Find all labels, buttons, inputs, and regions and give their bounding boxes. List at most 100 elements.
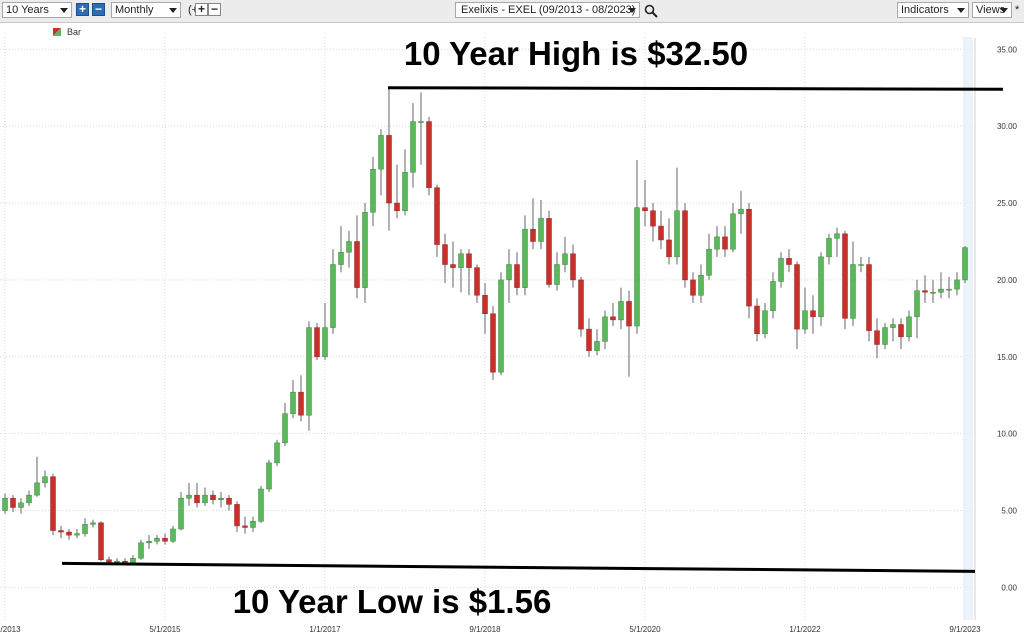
candle-body — [106, 559, 112, 563]
zoom-out-button[interactable]: − — [92, 3, 105, 16]
candle-body — [234, 504, 240, 527]
candle — [850, 241, 856, 327]
candle — [506, 249, 512, 303]
candle-body — [202, 494, 208, 504]
candle-body — [258, 488, 264, 522]
candle — [10, 495, 16, 513]
candle-body — [810, 310, 816, 318]
candle — [218, 492, 224, 508]
candle — [402, 149, 408, 216]
candle — [354, 215, 360, 299]
candle — [282, 402, 288, 446]
candle-body — [474, 267, 480, 296]
candle — [34, 456, 40, 497]
legend: Bar — [53, 27, 81, 37]
candle — [18, 498, 24, 514]
symbol-field[interactable]: Exelixis - EXEL (09/2013 - 08/2023) — [455, 2, 640, 18]
candle-body — [778, 258, 784, 282]
indicators-dropdown[interactable]: Indicators — [897, 2, 969, 18]
candle-body — [322, 327, 328, 358]
candle — [106, 556, 112, 564]
candle — [474, 264, 480, 303]
y-tick-label: 10.00 — [997, 430, 1018, 439]
candle — [586, 318, 592, 357]
candle — [762, 302, 768, 339]
candle — [898, 318, 904, 350]
legend-icon-up — [53, 28, 61, 36]
candle-body — [610, 316, 616, 321]
candle-body — [538, 218, 544, 242]
candle — [338, 226, 344, 273]
candle-body — [530, 228, 536, 242]
candle-body — [82, 524, 88, 534]
candle — [498, 272, 504, 376]
candle-body — [146, 541, 152, 544]
offset-minus-button[interactable]: − — [208, 3, 221, 16]
candle-body — [290, 391, 296, 414]
candle — [26, 490, 32, 506]
candle — [962, 246, 968, 283]
candle-body — [714, 236, 720, 250]
candle — [306, 321, 312, 431]
candle — [298, 375, 304, 422]
candle — [538, 199, 544, 250]
candle — [938, 272, 944, 299]
candle-body — [498, 279, 504, 373]
candle-body — [658, 225, 664, 241]
offset-plus-button[interactable]: + — [195, 3, 208, 16]
interval-dropdown[interactable]: Monthly — [111, 2, 181, 18]
candle — [42, 470, 48, 488]
candle-body — [418, 121, 424, 123]
candle-body — [226, 497, 232, 505]
zoom-in-button[interactable]: + — [76, 3, 89, 16]
candle-body — [842, 233, 848, 319]
candle — [2, 493, 8, 514]
candle-body — [458, 253, 464, 268]
candle — [706, 233, 712, 280]
candle — [450, 241, 456, 288]
candle-body — [482, 295, 488, 314]
candle-body — [746, 208, 752, 307]
candle — [658, 210, 664, 250]
candle — [154, 535, 160, 545]
search-icon[interactable] — [644, 4, 658, 18]
legend-label: Bar — [67, 27, 81, 37]
candle-body — [866, 264, 872, 331]
candle-body — [370, 168, 376, 213]
candle-body — [690, 279, 696, 296]
candle — [330, 249, 336, 334]
candle-body — [50, 476, 56, 531]
candle — [818, 252, 824, 327]
candle — [90, 519, 96, 528]
candle-body — [506, 264, 512, 281]
candle-body — [698, 275, 704, 296]
annotation-text: 10 Year Low is $1.56 — [233, 583, 552, 620]
candle — [258, 485, 264, 523]
candle-body — [250, 521, 256, 528]
candle — [834, 227, 840, 257]
candle-body — [282, 413, 288, 444]
candle-body — [170, 528, 176, 542]
candle — [778, 252, 784, 288]
candle-body — [210, 494, 216, 501]
candle — [146, 535, 152, 549]
candle — [194, 482, 200, 508]
views-dropdown[interactable]: Views — [972, 2, 1012, 18]
candle-body — [522, 228, 528, 288]
candle — [810, 295, 816, 334]
candle-body — [338, 251, 344, 265]
candle-body — [858, 264, 864, 266]
candle-body — [722, 236, 728, 250]
period-dropdown[interactable]: 10 Years — [2, 2, 72, 18]
candle-body — [946, 288, 952, 291]
candle-body — [818, 256, 824, 318]
candle — [482, 282, 488, 334]
candle — [170, 525, 176, 543]
candle — [730, 203, 736, 253]
annotation-text: 10 Year High is $32.50 — [404, 35, 748, 72]
candle-body — [378, 135, 384, 170]
candle-body — [2, 497, 8, 511]
y-tick-label: 20.00 — [997, 276, 1018, 285]
